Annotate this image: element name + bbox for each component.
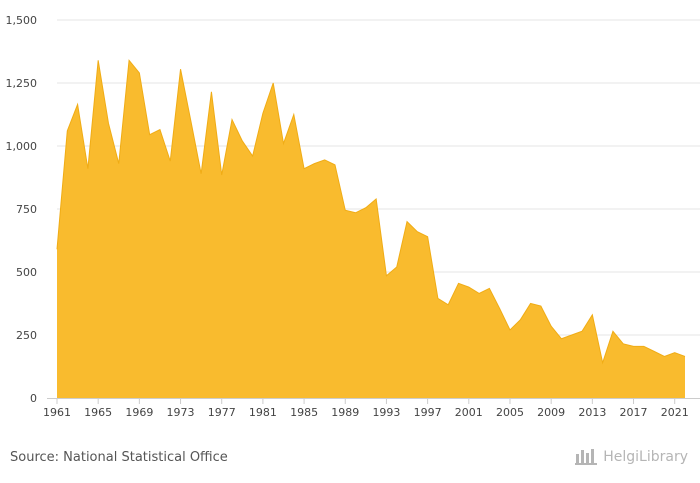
- y-axis-tick-labels: 0 250 500 750 1,000 1,250 1,500: [6, 14, 38, 405]
- x-tick-label: 1977: [208, 406, 236, 419]
- y-tick-label: 1,000: [6, 140, 38, 153]
- y-tick-label: 0: [30, 392, 37, 405]
- x-tick-label: 1965: [84, 406, 112, 419]
- x-tick-label: 1961: [43, 406, 71, 419]
- brand-name: HelgiLibrary: [603, 449, 688, 465]
- x-tick-label: 2005: [496, 406, 524, 419]
- x-tick-label: 2009: [537, 406, 565, 419]
- x-tick-label: 1969: [125, 406, 153, 419]
- x-tick-label: 2021: [661, 406, 689, 419]
- area-series: [56, 59, 686, 398]
- helgi-logo-icon: [575, 449, 598, 465]
- brand-logo: HelgiLibrary: [575, 448, 688, 466]
- y-tick-label: 750: [16, 203, 37, 216]
- x-tick-label: 1985: [290, 406, 318, 419]
- x-axis-tick-labels: 1961 1965 1969 1973 1977 1981 1985 1989 1993 1997…: [43, 406, 689, 419]
- area-line: [56, 59, 686, 365]
- y-tick-label: 1,250: [6, 77, 38, 90]
- source-note: Source: National Statistical Office: [10, 450, 228, 465]
- x-tick-label: 1989: [331, 406, 359, 419]
- x-axis: [47, 398, 700, 404]
- x-tick-label: 2013: [578, 406, 606, 419]
- x-tick-label: 2001: [455, 406, 483, 419]
- y-tick-label: 1,500: [6, 14, 38, 27]
- x-tick-label: 1997: [414, 406, 442, 419]
- y-tick-label: 500: [16, 266, 37, 279]
- x-tick-label: 1981: [249, 406, 277, 419]
- x-tick-label: 2017: [620, 406, 648, 419]
- x-tick-label: 1973: [167, 406, 195, 419]
- y-tick-label: 250: [16, 329, 37, 342]
- x-tick-label: 1993: [372, 406, 400, 419]
- area-fill: [57, 60, 685, 398]
